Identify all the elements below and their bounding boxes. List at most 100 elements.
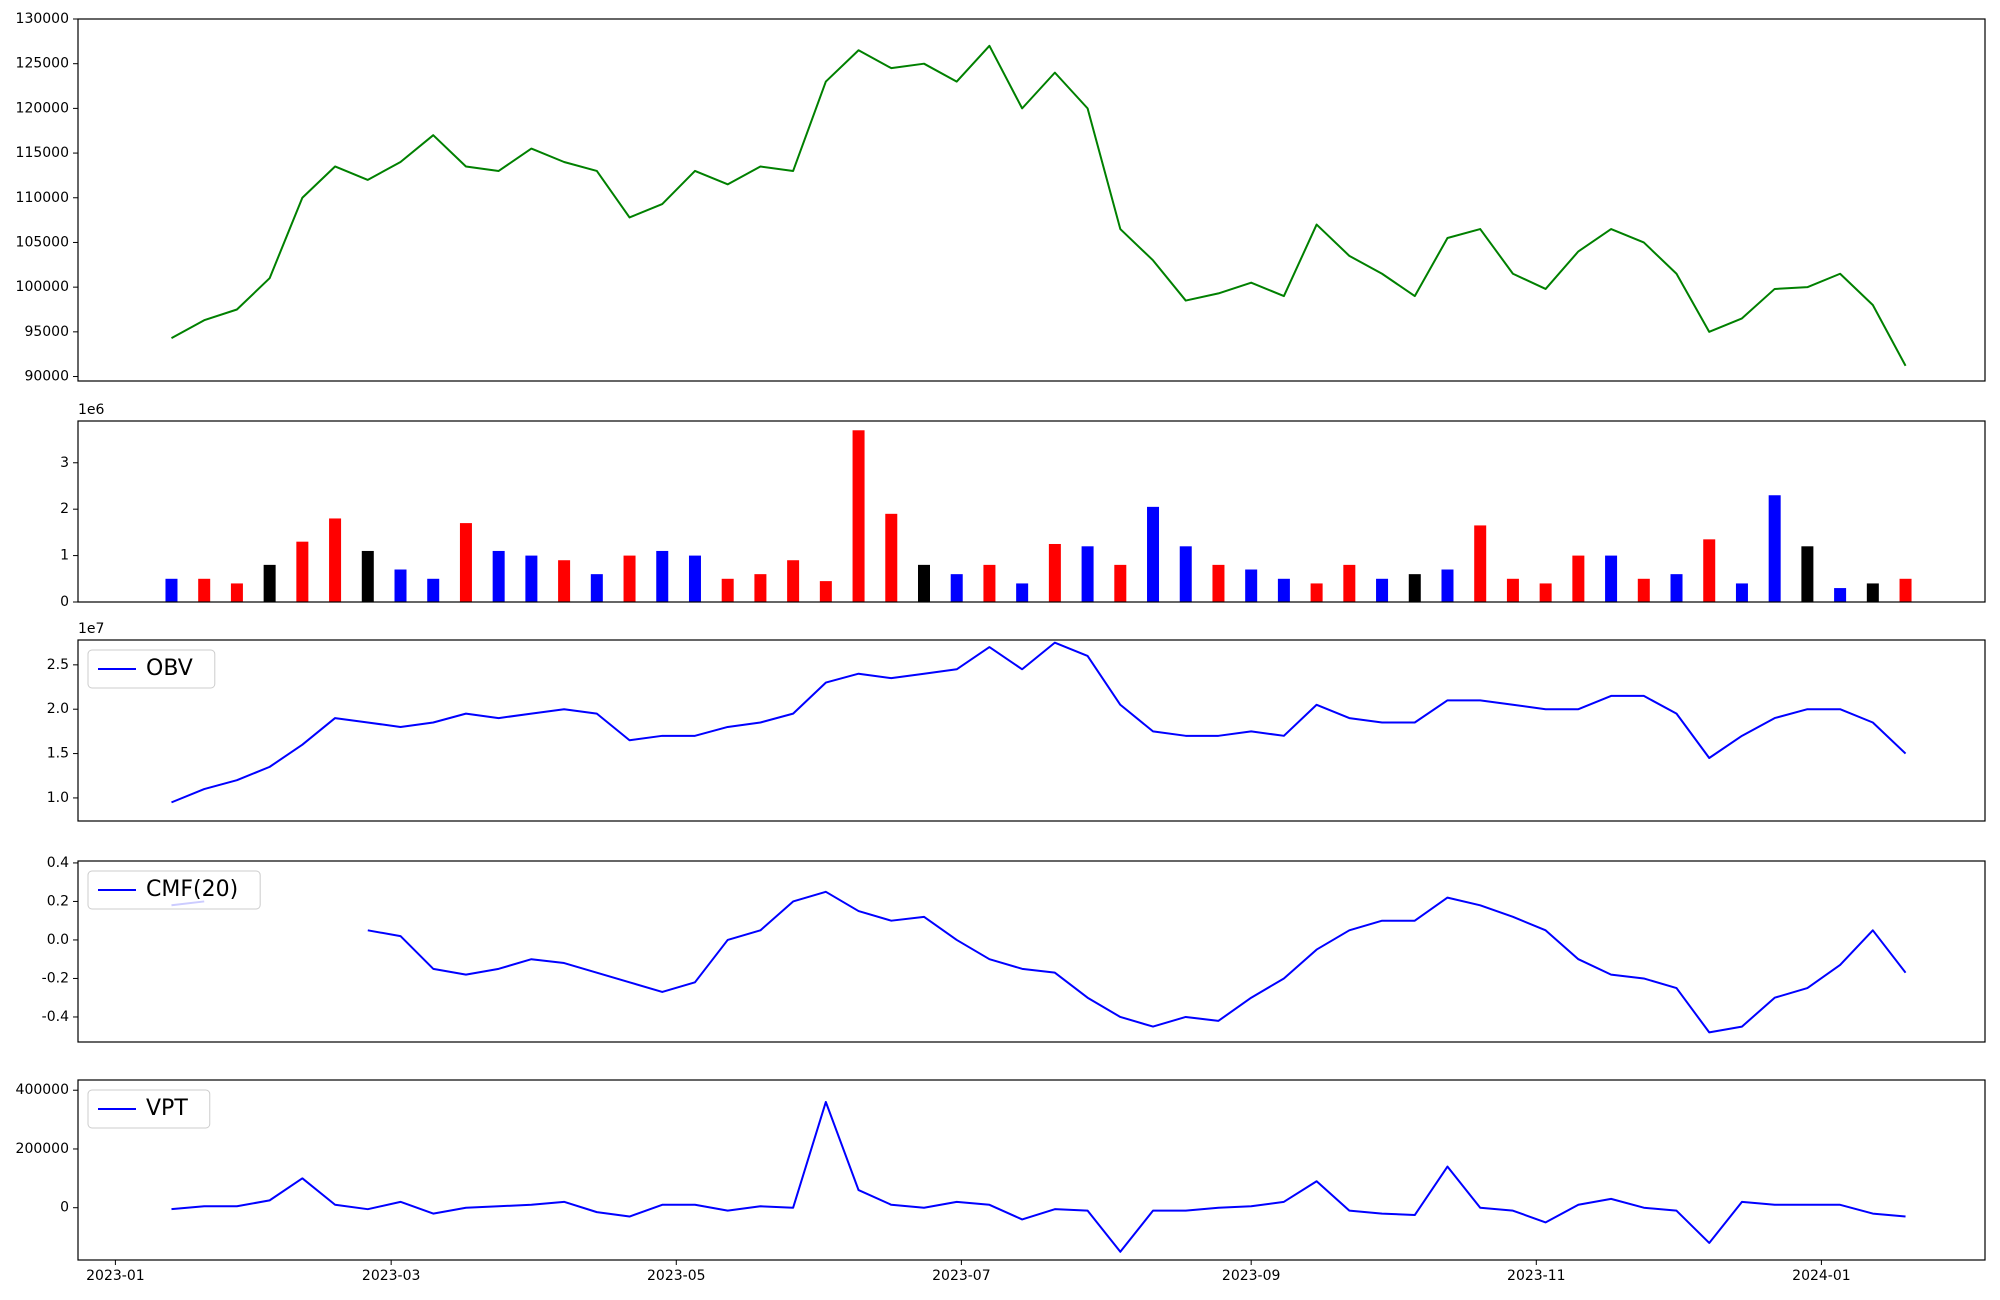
bar	[198, 578, 211, 602]
bar	[1834, 588, 1847, 602]
legend: OBV	[87, 649, 216, 689]
bar	[296, 541, 309, 602]
bar	[1376, 578, 1389, 602]
axes-frame	[77, 860, 1986, 1043]
bar	[427, 578, 440, 602]
y-tick-label: 1	[60, 548, 69, 564]
x-tick-label: 2024-01	[1792, 1268, 1851, 1284]
plot-area	[171, 44, 1907, 367]
y-tick-label: 0.0	[47, 932, 69, 948]
plot-area	[165, 430, 1912, 602]
bar	[1147, 506, 1160, 602]
bar	[329, 518, 342, 602]
bar	[1408, 574, 1421, 602]
axes-frame	[77, 420, 1986, 603]
y-tick-label: 2	[60, 501, 69, 517]
series-line	[171, 1100, 1906, 1253]
bar	[558, 560, 571, 602]
y-tick-label: 400000	[16, 1082, 69, 1098]
legend: CMF(20)	[87, 870, 261, 910]
panel: 90000 95000 100000 105000 110000 115000 120000…	[16, 11, 1986, 385]
bar	[852, 430, 865, 602]
axes-frame	[77, 639, 1986, 822]
y-tick-label: 2.0	[47, 701, 69, 717]
bar	[1016, 583, 1029, 602]
bar	[165, 578, 178, 602]
bar	[1539, 583, 1552, 602]
bar	[688, 555, 701, 602]
bar	[721, 578, 734, 602]
x-tick-label: 2023-03	[362, 1268, 421, 1284]
legend: VPT	[87, 1089, 211, 1129]
series-line	[171, 641, 1907, 804]
bar	[656, 550, 669, 602]
x-tick-label: 2023-05	[647, 1268, 706, 1284]
y-tick-label: 200000	[16, 1141, 69, 1157]
axes-frame	[77, 18, 1986, 382]
y-tick-label: 125000	[16, 56, 69, 72]
x-tick-label: 2023-01	[86, 1268, 145, 1284]
plot-area	[171, 641, 1907, 804]
bar	[1801, 546, 1814, 602]
bar	[230, 583, 243, 602]
plot-area	[171, 890, 1907, 1034]
y-tick-label: 95000	[24, 324, 69, 340]
plot-area	[171, 1100, 1906, 1253]
bar	[459, 523, 472, 602]
bar	[787, 560, 800, 602]
series-line	[171, 44, 1907, 367]
bar	[1703, 539, 1716, 602]
y-tick-label: 110000	[16, 190, 69, 206]
bar	[950, 574, 963, 602]
bar	[1212, 564, 1225, 602]
legend-box	[87, 649, 216, 689]
bar	[361, 550, 374, 602]
bar	[492, 550, 505, 602]
y-tick-label: 1.5	[47, 746, 69, 762]
bar	[1506, 578, 1519, 602]
bar	[819, 581, 832, 602]
bar	[1277, 578, 1290, 602]
bar	[1310, 583, 1323, 602]
bar	[1735, 583, 1748, 602]
bar	[1866, 583, 1879, 602]
bar	[1605, 555, 1618, 602]
bar	[1637, 578, 1650, 602]
bar	[1474, 525, 1487, 602]
bar	[1343, 564, 1356, 602]
bar	[590, 574, 603, 602]
x-tick-label: 2023-07	[932, 1268, 991, 1284]
bar	[1768, 495, 1781, 602]
y-tick-label: 100000	[16, 279, 69, 295]
bar	[1572, 555, 1585, 602]
y-tick-label: 1.0	[47, 790, 69, 806]
panel: -0.4 -0.2 0.0 0.2 0.4 CMF(20)	[42, 855, 1986, 1043]
bar	[1670, 574, 1683, 602]
bar	[917, 564, 930, 602]
y-tick-label: 115000	[16, 145, 69, 161]
legend-box	[87, 1089, 211, 1129]
bar	[983, 564, 996, 602]
x-tick-label: 2023-09	[1222, 1268, 1281, 1284]
x-tick-label: 2023-11	[1507, 1268, 1566, 1284]
series-line	[171, 890, 1907, 1034]
panel: 1.0 1.5 2.0 2.5 1e7 OBV	[47, 621, 1986, 822]
bar	[1245, 569, 1258, 602]
y-tick-label: 105000	[16, 234, 69, 250]
panel: 0 200000 400000 2023-01 2023-03 2023-05 2023-0…	[16, 1079, 1986, 1284]
offset-label: 1e6	[78, 402, 105, 418]
bar	[1081, 546, 1094, 602]
y-tick-label: 2.5	[47, 657, 69, 673]
offset-label: 1e7	[78, 621, 104, 637]
bar	[1048, 543, 1061, 602]
bar	[1179, 546, 1192, 602]
y-tick-label: 90000	[24, 369, 69, 385]
panel: 0 1 2 3 1e6	[60, 402, 1986, 610]
bar	[1114, 564, 1127, 602]
y-tick-label: 0.2	[47, 893, 69, 909]
y-tick-label: 0	[60, 594, 69, 610]
y-tick-label: 3	[60, 455, 69, 471]
y-tick-label: 0	[60, 1200, 69, 1216]
y-tick-label: -0.4	[42, 1009, 69, 1025]
